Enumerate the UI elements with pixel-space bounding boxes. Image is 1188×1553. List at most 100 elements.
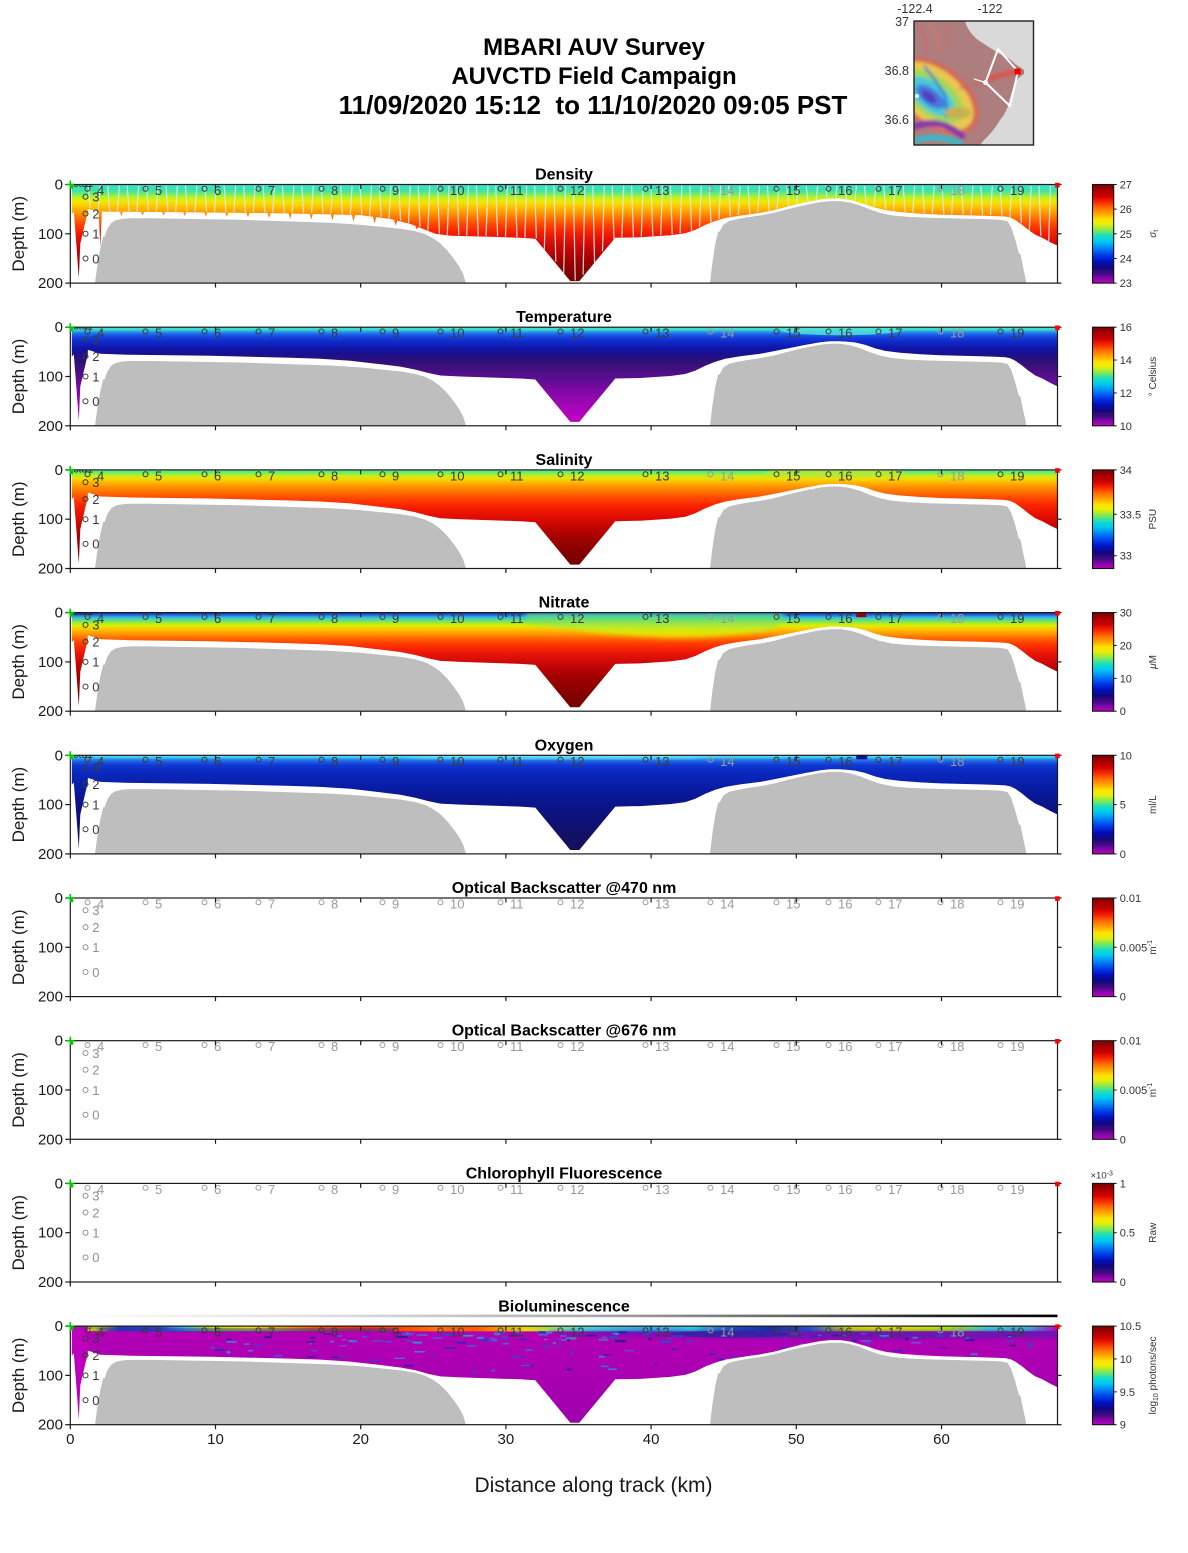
svg-text:30: 30 (498, 1431, 515, 1448)
svg-text:AUVCTD Field Campaign: AUVCTD Field Campaign (451, 63, 736, 90)
svg-text:Optical Backscatter @470 nm: Optical Backscatter @470 nm (452, 880, 677, 897)
svg-text:100: 100 (38, 1082, 63, 1099)
svg-text:33.5: 33.5 (1120, 509, 1141, 521)
svg-text:12: 12 (1120, 388, 1132, 400)
svg-text:100: 100 (38, 511, 63, 528)
svg-text:23: 23 (1120, 278, 1132, 290)
svg-text:200: 200 (38, 418, 63, 435)
svg-text:200: 200 (38, 846, 63, 863)
svg-text:Salinity: Salinity (536, 452, 593, 469)
svg-text:σt: σt (1148, 230, 1160, 238)
svg-text:0: 0 (1120, 706, 1126, 718)
svg-text:ctd1: ctd1 (73, 606, 93, 618)
svg-text:100: 100 (38, 369, 63, 386)
svg-text:Density: Density (535, 167, 593, 184)
svg-text:Chlorophyll Fluorescence: Chlorophyll Fluorescence (466, 1165, 663, 1182)
svg-text:Depth (m): Depth (m) (9, 624, 28, 700)
svg-text:100: 100 (38, 939, 63, 956)
svg-text:-122: -122 (977, 2, 1002, 16)
svg-text:0: 0 (1120, 992, 1126, 1004)
svg-text:5: 5 (1120, 800, 1126, 812)
svg-text:27: 27 (1120, 180, 1132, 192)
svg-text:14: 14 (1120, 355, 1132, 367)
svg-text:0: 0 (55, 462, 63, 479)
svg-text:0.5: 0.5 (1120, 1228, 1135, 1240)
svg-text:0: 0 (1120, 1277, 1126, 1289)
svg-text:10.5: 10.5 (1120, 1321, 1141, 1333)
svg-text:36.8: 36.8 (885, 64, 909, 78)
svg-text:40: 40 (643, 1431, 660, 1448)
svg-text:37: 37 (895, 15, 909, 29)
svg-text:11/09/2020 15:12 to 11/10/202: 11/09/2020 15:12 to 11/10/2020 09:05 PST (339, 90, 848, 120)
svg-text:ctd1: ctd1 (73, 178, 93, 190)
svg-text:0: 0 (1120, 849, 1126, 861)
svg-text:10: 10 (1120, 673, 1132, 685)
svg-text:34: 34 (1120, 465, 1132, 477)
svg-text:20: 20 (1120, 640, 1132, 652)
svg-text:0.01: 0.01 (1120, 893, 1141, 905)
svg-text:0.005: 0.005 (1120, 1085, 1148, 1097)
svg-text:ctd1: ctd1 (73, 463, 93, 475)
svg-text:0: 0 (55, 890, 63, 907)
svg-text:60: 60 (933, 1431, 950, 1448)
svg-text:50: 50 (788, 1431, 805, 1448)
svg-text:Bioluminescence: Bioluminescence (498, 1299, 630, 1316)
svg-text:×10-3: ×10-3 (1091, 1170, 1113, 1181)
svg-text:Depth (m): Depth (m) (9, 1052, 28, 1128)
svg-text:0: 0 (55, 1175, 63, 1192)
svg-text:0.01: 0.01 (1120, 1036, 1141, 1048)
svg-text:Depth (m): Depth (m) (9, 767, 28, 843)
svg-text:MBARI AUV Survey: MBARI AUV Survey (483, 34, 705, 61)
svg-text:200: 200 (38, 1131, 63, 1148)
svg-text:1: 1 (1120, 1178, 1126, 1190)
svg-text:36.6: 36.6 (885, 113, 909, 127)
svg-text:9.5: 9.5 (1120, 1387, 1135, 1399)
svg-text:log10 photons/sec: log10 photons/sec (1148, 1336, 1160, 1414)
svg-text:24: 24 (1120, 253, 1132, 265)
svg-text:Temperature: Temperature (516, 309, 612, 326)
svg-text:25: 25 (1120, 229, 1132, 241)
svg-text:9: 9 (1120, 1420, 1126, 1432)
svg-text:100: 100 (38, 1225, 63, 1242)
svg-text:100: 100 (38, 654, 63, 671)
svg-text:26: 26 (1120, 204, 1132, 216)
svg-text:μM: μM (1148, 655, 1159, 670)
svg-text:Depth (m): Depth (m) (9, 1338, 28, 1414)
svg-text:Depth (m): Depth (m) (9, 196, 28, 272)
svg-text:0: 0 (55, 177, 63, 194)
svg-text:° Celsius: ° Celsius (1148, 357, 1159, 397)
svg-text:200: 200 (38, 703, 63, 720)
svg-text:Depth (m): Depth (m) (9, 1195, 28, 1271)
svg-text:0: 0 (55, 747, 63, 764)
svg-text:100: 100 (38, 797, 63, 814)
svg-text:10: 10 (1120, 421, 1132, 433)
svg-text:ctd1: ctd1 (73, 749, 93, 761)
svg-text:100: 100 (38, 226, 63, 243)
svg-text:Oxygen: Oxygen (535, 737, 594, 754)
svg-text:-122.4: -122.4 (897, 2, 932, 16)
svg-text:0.005: 0.005 (1120, 942, 1148, 954)
svg-text:Depth (m): Depth (m) (9, 339, 28, 415)
svg-text:10: 10 (1120, 750, 1132, 762)
svg-text:30: 30 (1120, 608, 1132, 620)
svg-text:ml/L: ml/L (1148, 795, 1159, 814)
svg-text:Nitrate: Nitrate (539, 595, 590, 612)
svg-text:200: 200 (38, 989, 63, 1006)
svg-text:10: 10 (207, 1431, 224, 1448)
svg-text:100: 100 (38, 1367, 63, 1384)
svg-text:20: 20 (352, 1431, 369, 1448)
svg-text:Depth (m): Depth (m) (9, 481, 28, 557)
svg-text:Raw: Raw (1148, 1222, 1159, 1243)
svg-text:Depth (m): Depth (m) (9, 910, 28, 986)
svg-text:ctd1: ctd1 (73, 321, 93, 333)
svg-text:ctd1: ctd1 (73, 1320, 93, 1332)
svg-text:PSU: PSU (1148, 509, 1159, 530)
svg-text:0: 0 (55, 605, 63, 622)
svg-text:16: 16 (1120, 322, 1132, 334)
svg-text:0: 0 (55, 1318, 63, 1335)
svg-text:33: 33 (1120, 551, 1132, 563)
svg-text:Optical Backscatter @676 nm: Optical Backscatter @676 nm (452, 1023, 677, 1040)
svg-text:10: 10 (1120, 1354, 1132, 1366)
svg-text:200: 200 (38, 561, 63, 578)
svg-text:200: 200 (38, 1274, 63, 1291)
